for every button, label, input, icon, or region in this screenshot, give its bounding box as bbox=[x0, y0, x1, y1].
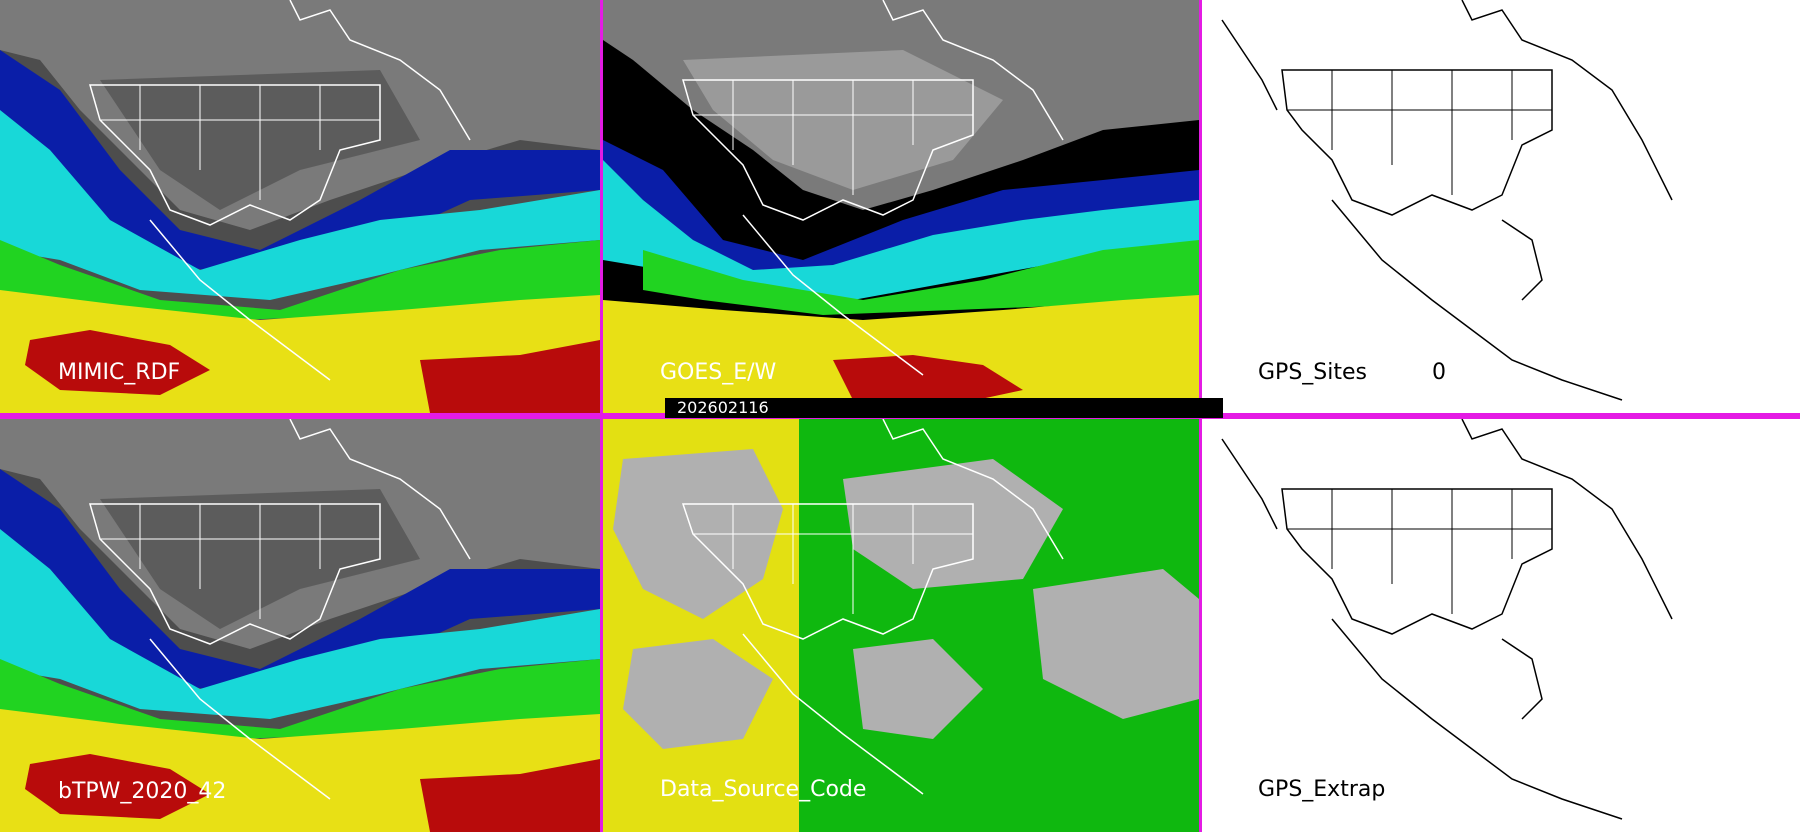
source-panel: Data_Source_Code bbox=[603, 419, 1199, 832]
timestamp-bar: 202602116 bbox=[665, 398, 1223, 418]
source-label: Data_Source_Code bbox=[660, 777, 867, 802]
gps-sites-count: 0 bbox=[1432, 360, 1446, 385]
goes-label: GOES_E/W bbox=[660, 360, 777, 385]
timestamp-text: 202602116 bbox=[677, 398, 769, 417]
gps-extrap-label: GPS_Extrap bbox=[1258, 777, 1386, 802]
mimic-rdf-panel: MIMIC_RDF bbox=[0, 0, 600, 413]
goes-panel: GOES_E/W bbox=[603, 0, 1199, 413]
btpw-map bbox=[0, 419, 600, 832]
source-map bbox=[603, 419, 1199, 832]
btpw-label: bTPW_2020_42 bbox=[58, 779, 227, 804]
gps-sites-map bbox=[1202, 0, 1800, 413]
gps-sites-label: GPS_Sites bbox=[1258, 360, 1367, 385]
btpw-panel: bTPW_2020_42 bbox=[0, 419, 600, 832]
mimic-rdf-label: MIMIC_RDF bbox=[58, 360, 181, 385]
gps-extrap-panel: GPS_Extrap bbox=[1202, 419, 1800, 832]
mimic-rdf-map bbox=[0, 0, 600, 413]
goes-map bbox=[603, 0, 1199, 413]
gps-extrap-map bbox=[1202, 419, 1800, 832]
gps-sites-panel: GPS_Sites 0 bbox=[1202, 0, 1800, 413]
